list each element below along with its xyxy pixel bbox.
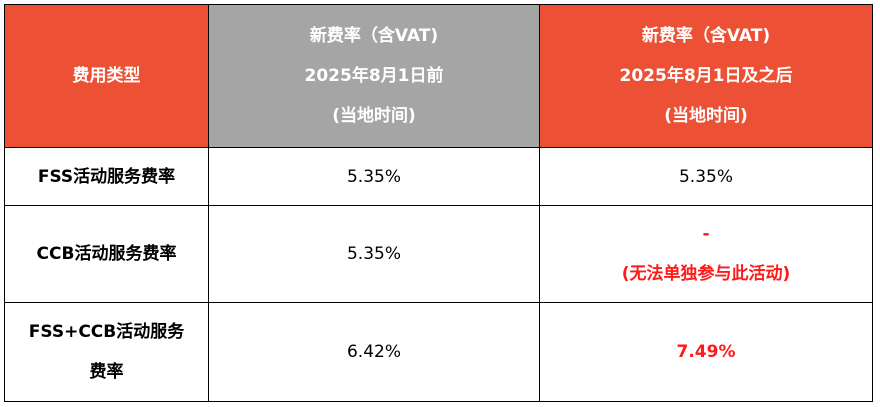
rate-before-fss: 5.35% (208, 147, 540, 206)
rate-after-ccb: - (无法单独参与此活动) (539, 205, 873, 303)
header-after-line-1: 新费率（含VAT) (641, 26, 771, 46)
header-before-line-3: (当地时间) (332, 106, 416, 126)
row-label-line-1: FSS+CCB活动服务 (28, 322, 185, 342)
header-after-line-2: 2025年8月1日及之后 (619, 66, 793, 86)
rate-before-ccb: 5.35% (208, 205, 540, 303)
row-label-fss: FSS活动服务费率 (4, 147, 209, 206)
header-row: 费用类型 新费率（含VAT) 2025年8月1日前 (当地时间) 新费率（含VA… (4, 4, 873, 148)
table-row: CCB活动服务费率 5.35% - (无法单独参与此活动) (4, 205, 873, 303)
rate-after-ccb-dash: - (702, 224, 710, 244)
rate-after-fss-ccb: 7.49% (539, 302, 873, 402)
row-label-text: FSS活动服务费率 (37, 166, 176, 187)
rate-before-fss-ccb: 6.42% (208, 302, 540, 402)
header-rate-before: 新费率（含VAT) 2025年8月1日前 (当地时间) (208, 4, 540, 148)
row-label-text: CCB活动服务费率 (36, 244, 177, 264)
header-fee-type-label: 费用类型 (72, 66, 141, 86)
header-after-line-3: (当地时间) (664, 106, 748, 126)
header-rate-after: 新费率（含VAT) 2025年8月1日及之后 (当地时间) (539, 4, 873, 148)
header-fee-type: 费用类型 (4, 4, 209, 148)
row-label-ccb: CCB活动服务费率 (4, 205, 209, 303)
rate-after-fss: 5.35% (539, 147, 873, 206)
rate-after-ccb-note: (无法单独参与此活动) (621, 264, 791, 284)
table-row: FSS活动服务费率 5.35% 5.35% (4, 147, 873, 206)
header-before-line-2: 2025年8月1日前 (304, 66, 444, 86)
row-label-fss-ccb: FSS+CCB活动服务 费率 (4, 302, 209, 402)
row-label-line-2: 费率 (89, 362, 124, 382)
fee-rate-table: 费用类型 新费率（含VAT) 2025年8月1日前 (当地时间) 新费率（含VA… (4, 4, 873, 402)
table-row: FSS+CCB活动服务 费率 6.42% 7.49% (4, 302, 873, 402)
header-before-line-1: 新费率（含VAT) (309, 26, 439, 46)
